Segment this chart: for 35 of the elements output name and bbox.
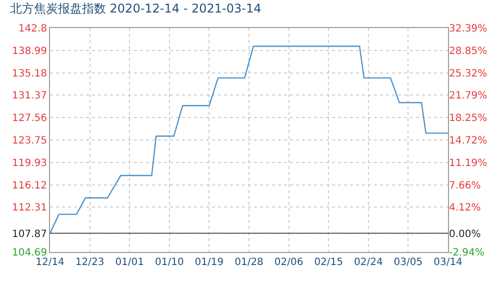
y-tick-label: 123.75 — [12, 135, 47, 146]
y2-tick-label: 18.25% — [449, 113, 488, 124]
y-tick-label: 142.8 — [18, 24, 47, 34]
x-tick-label: 12/23 — [75, 257, 104, 268]
x-tick-label: 01/10 — [154, 257, 184, 268]
y2-tick-label: 32.39% — [449, 24, 488, 34]
y-tick-label: 131.37 — [12, 90, 47, 102]
y-tick-label: 119.93 — [12, 158, 47, 169]
y2-tick-label: 28.85% — [449, 46, 488, 57]
y-tick-label: 116.12 — [12, 180, 47, 192]
y2-tick-label: 21.79% — [449, 90, 488, 102]
x-tick-label: 01/19 — [194, 257, 224, 268]
y2-tick-label: 25.32% — [449, 68, 488, 80]
y2-tick-label: 14.72% — [449, 136, 488, 147]
chart-title: 北方焦炭报盘指数 2020-12-14 - 2021-03-14 — [10, 2, 262, 16]
y-tick-label: 107.87 — [12, 228, 47, 240]
y-tick-label: 127.56 — [12, 113, 47, 124]
y-tick-label: 104.69 — [12, 248, 47, 258]
x-tick-label: 01/01 — [115, 257, 144, 268]
y-tick-label: 135.18 — [12, 68, 47, 80]
x-tick-label: 12/14 — [36, 257, 64, 268]
y2-tick-label: 0.00% — [449, 228, 481, 240]
y2-tick-label: -2.94% — [449, 248, 484, 258]
y-tick-label: 112.31 — [12, 202, 47, 214]
x-tick-label: 02/06 — [274, 257, 304, 268]
x-tick-label: 03/05 — [394, 257, 423, 268]
x-tick-label: 02/15 — [314, 257, 344, 268]
x-tick-label: 03/14 — [434, 257, 462, 268]
y2-tick-label: 4.12% — [449, 202, 481, 214]
x-tick-label: 02/24 — [354, 257, 383, 268]
line-series — [50, 46, 448, 234]
y2-tick-label: 11.19% — [449, 158, 488, 169]
x-tick-label: 01/28 — [234, 257, 264, 268]
y2-tick-label: 7.66% — [449, 180, 481, 192]
y-tick-label: 138.99 — [12, 46, 47, 57]
